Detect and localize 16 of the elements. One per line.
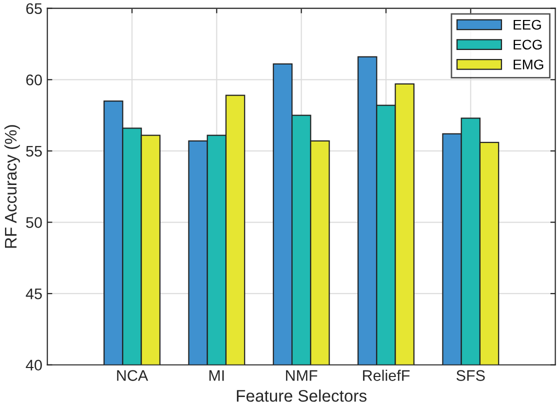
y-tick-label: 55 — [26, 146, 42, 157]
y-tick-label: 45 — [26, 288, 42, 300]
x-tick-label: NCA — [117, 370, 148, 381]
y-tick-label: 50 — [26, 217, 42, 228]
legend-label: EEG — [514, 20, 541, 30]
x-tick-label: SFS — [456, 370, 485, 381]
x-axis-title: Feature Selectors — [236, 390, 367, 402]
y-tick-label: 60 — [26, 74, 42, 86]
x-tick-label: MI — [209, 370, 224, 381]
legend-label: EMG — [514, 60, 544, 70]
legend-label: ECG — [514, 40, 542, 50]
y-tick-label: 40 — [26, 360, 42, 371]
x-tick-label: ReliefF — [363, 370, 410, 381]
x-tick-label: NMF — [286, 370, 318, 381]
y-axis-title: RF Accuracy (%) — [4, 125, 20, 248]
y-tick-label: 65 — [26, 3, 42, 14]
